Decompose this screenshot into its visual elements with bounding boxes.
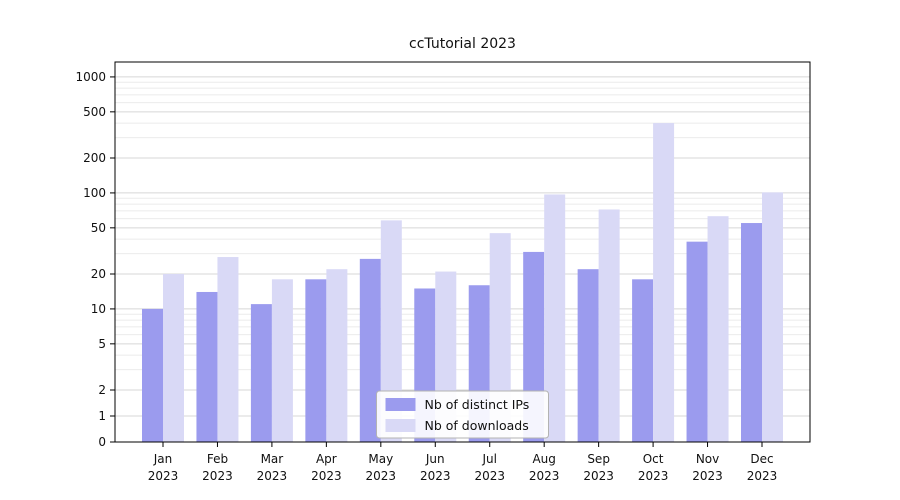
x-axis: Jan 2023 Feb 2023 Mar 2023 Apr 2023 May 2023 Jun 20…: [148, 442, 778, 483]
bar-nb-of-distinct-ips-mar-2023: [250, 304, 272, 442]
gridlines-minor: [115, 81, 810, 371]
x-tick-label-year: 2023: [257, 469, 288, 483]
bar-nb-of-distinct-ips-may-2023: [359, 258, 381, 442]
bar-nb-of-downloads-mar-2023: [271, 279, 293, 442]
x-tick-label-month: Mar: [261, 452, 284, 466]
bar-nb-of-downloads-nov-2023: [707, 216, 729, 442]
x-tick-label-month: May: [368, 452, 393, 466]
x-tick-label-month: Jun: [425, 452, 445, 466]
bar-nb-of-downloads-jan-2023: [163, 274, 184, 442]
legend-label-nb-of-downloads: Nb of downloads: [425, 418, 529, 433]
x-tick-label-year: 2023: [529, 469, 560, 483]
y-tick-label: 2: [98, 383, 106, 397]
x-tick-label-year: 2023: [366, 469, 397, 483]
x-tick-label-month: Dec: [750, 452, 773, 466]
x-tick-label-year: 2023: [747, 469, 778, 483]
x-tick-label-year: 2023: [148, 469, 179, 483]
legend: Nb of distinct IPs Nb of downloads: [376, 390, 549, 439]
x-tick-label-year: 2023: [638, 469, 669, 483]
x-tick-label-month: Aug: [532, 452, 555, 466]
y-tick-label: 1: [98, 409, 106, 423]
bar-nb-of-downloads-apr-2023: [326, 269, 348, 442]
y-tick-label: 5: [98, 337, 106, 351]
bar-nb-of-distinct-ips-nov-2023: [686, 241, 708, 442]
bar-nb-of-downloads-jul-2023: [489, 233, 511, 442]
y-tick-label: 100: [83, 186, 106, 200]
y-tick-label: 50: [91, 221, 106, 235]
bar-nb-of-distinct-ips-dec-2023: [741, 223, 762, 442]
legend-box: [376, 390, 549, 439]
bar-nb-of-downloads-sep-2023: [598, 209, 620, 442]
bar-nb-of-distinct-ips-oct-2023: [632, 279, 654, 442]
y-tick-label: 10: [91, 302, 106, 316]
x-tick-label-month: Nov: [696, 452, 719, 466]
plot-frame: [114, 61, 811, 443]
y-tick-label: 20: [91, 267, 106, 281]
x-tick-label-year: 2023: [692, 469, 723, 483]
x-tick-label-month: Feb: [207, 452, 228, 466]
legend-swatch-nb-of-distinct-ips: [385, 398, 416, 411]
bar-nb-of-distinct-ips-sep-2023: [577, 269, 599, 442]
bar-nb-of-distinct-ips-jan-2023: [142, 308, 163, 442]
chart-title: ccTutorial 2023: [409, 36, 516, 52]
x-tick-label-year: 2023: [583, 469, 614, 483]
x-tick-label-month: Oct: [643, 452, 664, 466]
bar-nb-of-distinct-ips-feb-2023: [196, 291, 218, 442]
x-tick-label-year: 2023: [311, 469, 342, 483]
y-tick-label: 200: [83, 151, 106, 165]
x-tick-label-year: 2023: [420, 469, 451, 483]
bar-nb-of-downloads-feb-2023: [217, 257, 239, 442]
bar-nb-of-distinct-ips-apr-2023: [305, 279, 327, 442]
x-tick-label-month: Jul: [481, 452, 496, 466]
y-axis: 0 1 2 5 10 20 50 100 200 500 1000: [75, 70, 115, 449]
bar-nb-of-downloads-dec-2023: [762, 192, 783, 442]
legend-label-nb-of-distinct-ips: Nb of distinct IPs: [425, 397, 530, 412]
y-tick-label: 500: [83, 105, 106, 119]
legend-swatch-nb-of-downloads: [385, 419, 416, 432]
bar-nb-of-downloads-may-2023: [380, 220, 402, 442]
y-tick-label: 1000: [75, 70, 106, 84]
x-tick-label-month: Jan: [153, 452, 173, 466]
x-tick-label-year: 2023: [474, 469, 505, 483]
bar-nb-of-downloads-aug-2023: [544, 194, 566, 442]
bar-nb-of-downloads-oct-2023: [653, 123, 675, 443]
y-tick-label: 0: [98, 435, 106, 449]
x-tick-label-year: 2023: [202, 469, 233, 483]
x-tick-label-month: Sep: [587, 452, 610, 466]
x-tick-label-month: Apr: [316, 452, 337, 466]
